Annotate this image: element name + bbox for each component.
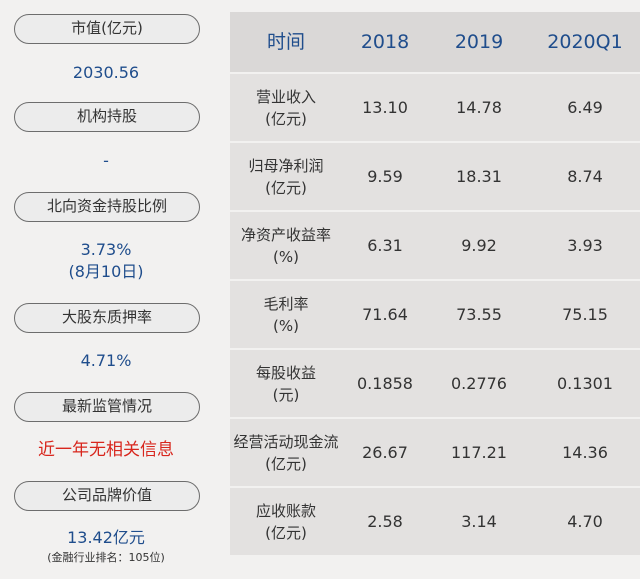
table-cell: 75.15 [562,305,608,324]
table-cell: 0.2776 [451,374,507,393]
institutional-holding-value: - [103,151,109,170]
institutional-holding-label: 机构持股 [14,102,200,132]
summary-panel: 市值(亿元) 2030.56 机构持股 - 北向资金持股比例 3.73% (8月… [0,0,216,579]
northbound-holding-date: (8月10日) [68,262,144,281]
table-cell: 14.78 [456,98,502,117]
table-row: 净资产收益率 (%) 6.31 9.92 3.93 [230,212,640,279]
table-cell: 13.10 [362,98,408,117]
table-cell: 3.14 [461,512,497,531]
regulation-label: 最新监管情况 [14,392,200,422]
header-time: 时间 [266,31,305,53]
metric-name: 净资产收益率 [240,225,331,244]
row-metric: 毛利率 (%) [230,293,342,337]
table-cell: 14.36 [562,443,608,462]
metric-unit: (亿元) [265,178,307,197]
market-cap-value: 2030.56 [72,63,140,82]
table-cell: 71.64 [362,305,408,324]
row-metric: 应收账款 (亿元) [230,500,342,544]
brand-rank-note: (金融行业排名：105位) [47,551,165,564]
table-row: 营业收入 (亿元) 13.10 14.78 6.49 [230,74,640,141]
table-row: 经营活动现金流 (亿元) 26.67 117.21 14.36 [230,419,640,486]
table-cell: 26.67 [362,443,408,462]
table-cell: 4.70 [567,512,603,531]
metric-name: 每股收益 [255,363,316,382]
table-cell: 73.55 [456,305,502,324]
table-header: 时间 2018 2019 2020Q1 [230,12,640,72]
table-row: 归母净利润 (亿元) 9.59 18.31 8.74 [230,143,640,210]
table-cell: 3.93 [567,236,603,255]
financial-table: 时间 2018 2019 2020Q1 营业收入 (亿元) 13.10 14.78 6.… [230,12,640,555]
metric-unit: (%) [273,247,299,266]
brand-value-label: 公司品牌价值 [14,481,200,511]
row-metric: 经营活动现金流 (亿元) [230,431,342,475]
regulation-value: 近一年无相关信息 [38,440,174,460]
header-2019: 2019 [454,31,504,53]
pledge-ratio-label: 大股东质押率 [14,303,200,333]
metric-unit: (%) [273,316,299,335]
table-cell: 9.92 [461,236,497,255]
northbound-holding-value: 3.73% [80,240,132,259]
table-cell: 0.1301 [557,374,613,393]
table-row: 毛利率 (%) 71.64 73.55 75.15 [230,281,640,348]
northbound-holding-label: 北向资金持股比例 [14,192,200,222]
table-cell: 6.49 [567,98,603,117]
table-cell: 117.21 [451,443,507,462]
metric-name: 归母净利润 [248,156,324,175]
table-cell: 0.1858 [357,374,413,393]
market-cap-label: 市值(亿元) [14,14,200,44]
row-metric: 每股收益 (元) [230,362,342,406]
table-cell: 8.74 [567,167,603,186]
metric-unit: (元) [272,385,300,404]
table-row: 应收账款 (亿元) 2.58 3.14 4.70 [230,488,640,555]
brand-value-value: 13.42亿元 [67,528,145,547]
row-metric: 归母净利润 (亿元) [230,155,342,199]
row-metric: 营业收入 (亿元) [230,86,342,130]
row-metric: 净资产收益率 (%) [230,224,342,268]
metric-unit: (亿元) [265,523,307,542]
table-cell: 9.59 [367,167,403,186]
metric-unit: (亿元) [265,109,307,128]
header-2018: 2018 [360,31,410,53]
header-2020q1: 2020Q1 [547,31,623,53]
metric-name: 营业收入 [255,87,316,106]
metric-name: 经营活动现金流 [233,432,339,451]
metric-name: 应收账款 [255,501,316,520]
table-row: 每股收益 (元) 0.1858 0.2776 0.1301 [230,350,640,417]
table-cell: 2.58 [367,512,403,531]
pledge-ratio-value: 4.71% [80,351,132,370]
table-cell: 6.31 [367,236,403,255]
metric-name: 毛利率 [263,294,309,313]
metric-unit: (亿元) [265,454,307,473]
table-cell: 18.31 [456,167,502,186]
